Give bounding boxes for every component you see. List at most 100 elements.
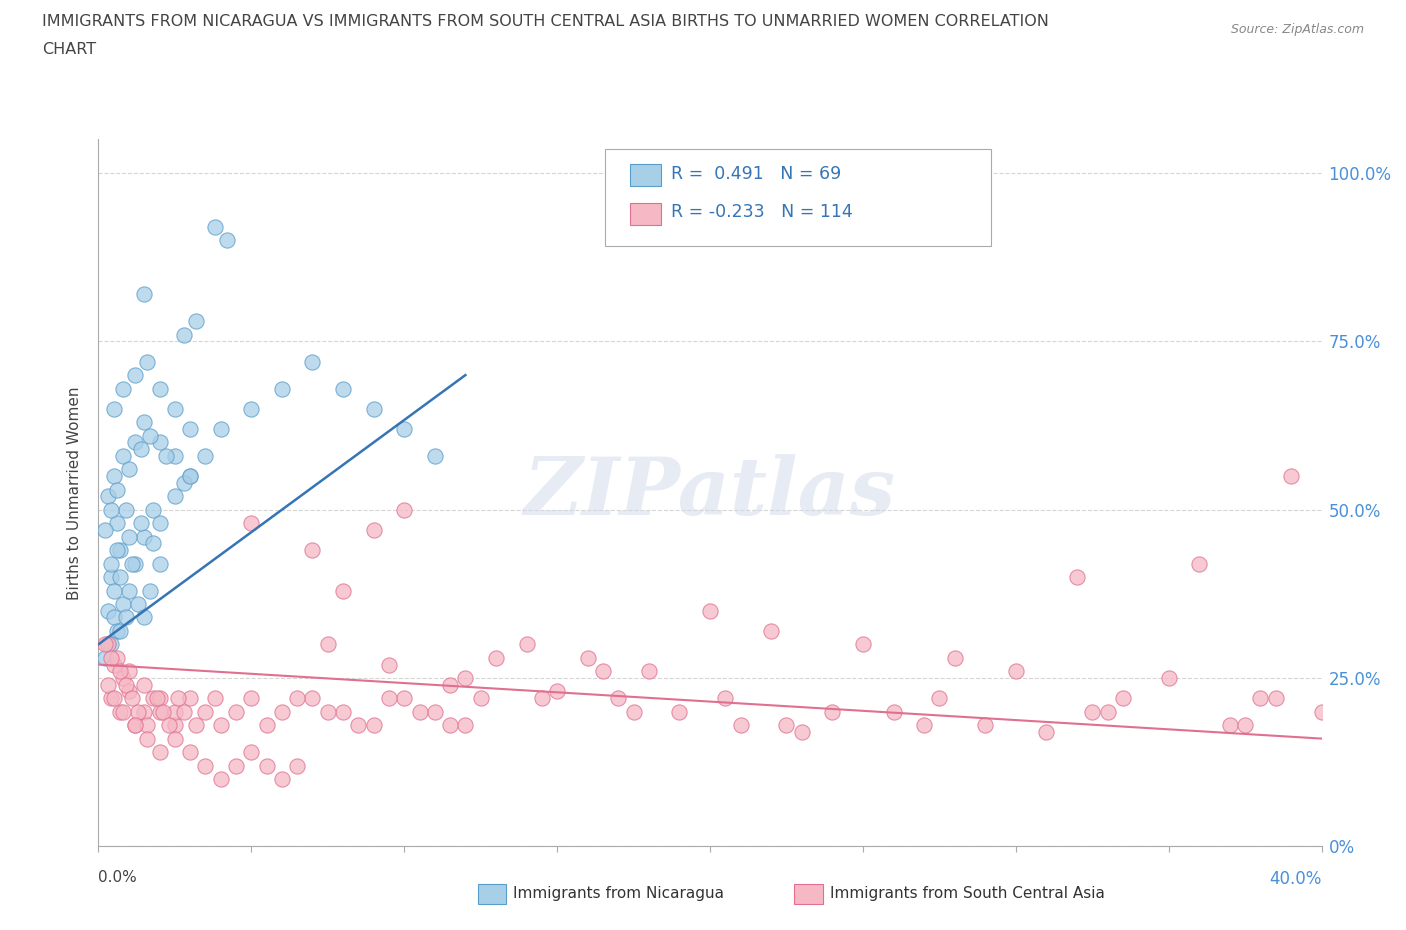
Point [136,718,159,733]
Point [149,381,172,396]
Point [1264,691,1286,706]
Point [118,583,141,598]
Point [270,772,294,787]
Text: R = -0.233   N = 114: R = -0.233 N = 114 [671,203,852,221]
Point [186,313,208,328]
Point [194,758,217,773]
Point [209,718,232,733]
Point [332,583,354,598]
Point [1112,691,1135,706]
Point [149,556,172,571]
Text: CHART: CHART [42,42,96,57]
Point [167,691,190,706]
Point [115,610,138,625]
Point [256,758,278,773]
Point [139,583,162,598]
Point [105,623,128,638]
Point [124,435,146,450]
Text: ZIPatlas: ZIPatlas [524,454,896,532]
Point [103,691,125,706]
Point [124,367,146,382]
Point [240,402,263,417]
Point [179,469,201,484]
Point [152,704,174,719]
Point [883,704,905,719]
Point [1097,704,1119,719]
Point [124,718,146,733]
Point [149,745,172,760]
Point [97,604,120,618]
Point [943,650,966,665]
Point [103,583,125,598]
Point [530,691,553,706]
Point [209,421,232,436]
Point [179,469,201,484]
Point [163,718,186,733]
Point [194,448,217,463]
Point [108,543,131,558]
Point [928,691,950,706]
Point [204,219,226,234]
Point [470,691,492,706]
Point [332,381,354,396]
Point [423,448,446,463]
Point [103,469,125,484]
Point [157,718,180,733]
Point [576,650,599,665]
Point [1279,469,1302,484]
Text: R =  0.491   N = 69: R = 0.491 N = 69 [671,165,841,183]
Point [97,637,120,652]
Point [163,448,186,463]
Point [173,475,195,490]
Point [111,448,134,463]
Point [97,637,120,652]
Point [103,658,125,672]
Point [134,704,156,719]
Point [139,428,162,443]
Point [121,556,143,571]
Point [105,482,128,497]
Point [163,489,186,504]
Point [111,704,134,719]
Point [592,664,614,679]
Point [240,691,263,706]
Point [134,529,156,544]
Point [105,650,128,665]
Point [173,327,195,342]
Point [225,704,247,719]
Point [215,233,238,248]
Point [546,684,568,699]
Point [111,596,134,611]
Point [124,556,146,571]
Point [974,718,997,733]
Point [485,650,508,665]
Point [912,718,935,733]
Point [332,704,354,719]
Point [1066,569,1088,584]
Point [714,691,737,706]
Point [134,610,156,625]
Point [173,704,195,719]
Point [408,704,430,719]
Point [392,691,416,706]
Point [127,596,149,611]
Text: IMMIGRANTS FROM NICARAGUA VS IMMIGRANTS FROM SOUTH CENTRAL ASIA BIRTHS TO UNMARR: IMMIGRANTS FROM NICARAGUA VS IMMIGRANTS … [42,14,1049,29]
Point [423,704,446,719]
Point [155,448,177,463]
Point [118,684,141,699]
Point [270,381,294,396]
Point [301,354,323,369]
Point [225,758,247,773]
Point [100,691,122,706]
Point [668,704,690,719]
Point [163,731,186,746]
Point [821,704,844,719]
Point [145,691,167,706]
Point [129,442,152,457]
Point [163,704,186,719]
Point [121,691,143,706]
Point [136,354,159,369]
Point [115,502,138,517]
Point [118,529,141,544]
Point [136,731,159,746]
